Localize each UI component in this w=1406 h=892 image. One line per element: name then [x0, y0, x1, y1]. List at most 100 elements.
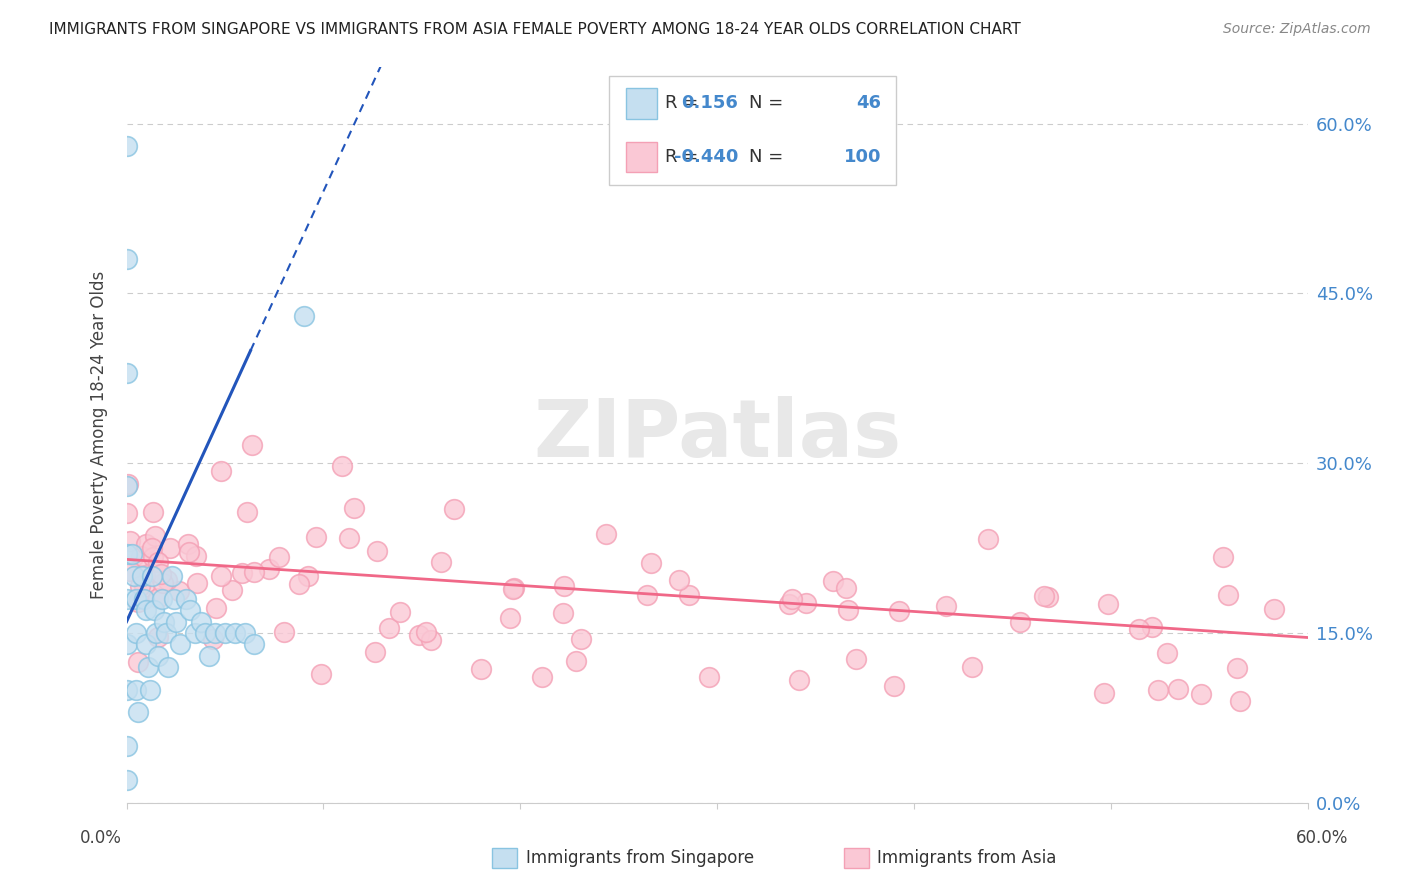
Point — [127, 705, 149, 719]
Point — [115, 682, 138, 697]
Point — [678, 588, 700, 602]
Point — [131, 569, 153, 583]
Point — [143, 529, 166, 543]
Point — [502, 582, 524, 597]
Point — [194, 626, 217, 640]
Point — [132, 580, 155, 594]
Point — [1212, 550, 1234, 565]
Point — [125, 592, 148, 607]
Point — [135, 537, 157, 551]
Point — [142, 549, 165, 564]
Point — [115, 547, 138, 561]
Point — [782, 592, 804, 607]
Point — [221, 582, 243, 597]
Point — [794, 596, 817, 610]
Text: N =: N = — [749, 95, 783, 112]
Point — [145, 626, 167, 640]
Point — [419, 632, 441, 647]
Point — [156, 573, 179, 587]
Text: 46: 46 — [856, 95, 882, 112]
Point — [169, 637, 191, 651]
Point — [163, 592, 186, 607]
Point — [124, 569, 146, 583]
Point — [136, 660, 159, 674]
Point — [377, 621, 399, 635]
Point — [143, 603, 166, 617]
Point — [257, 561, 280, 575]
Text: ZIPatlas: ZIPatlas — [533, 396, 901, 474]
Point — [697, 670, 720, 684]
Point — [1140, 620, 1163, 634]
Point — [1008, 615, 1031, 630]
Point — [778, 597, 800, 611]
Text: Source: ZipAtlas.com: Source: ZipAtlas.com — [1223, 22, 1371, 37]
Point — [165, 615, 187, 629]
Point — [117, 477, 139, 491]
Point — [845, 651, 868, 665]
Point — [363, 645, 385, 659]
Point — [153, 615, 176, 629]
Text: R =: R = — [665, 148, 699, 166]
Text: 100: 100 — [844, 148, 882, 166]
Point — [115, 366, 138, 380]
Point — [240, 438, 263, 452]
Point — [1226, 661, 1249, 675]
Point — [668, 574, 690, 588]
Point — [205, 601, 228, 615]
Point — [1229, 694, 1251, 708]
Point — [231, 566, 253, 580]
Point — [125, 682, 148, 697]
Point — [243, 565, 266, 579]
Point — [1263, 602, 1285, 616]
Point — [366, 544, 388, 558]
Point — [121, 547, 143, 561]
Point — [1156, 646, 1178, 660]
Point — [135, 637, 157, 651]
Point — [190, 615, 212, 629]
Point — [149, 567, 172, 582]
Point — [122, 549, 145, 563]
Point — [977, 532, 1000, 546]
Point — [935, 599, 957, 613]
Text: IMMIGRANTS FROM SINGAPORE VS IMMIGRANTS FROM ASIA FEMALE POVERTY AMONG 18-24 YEA: IMMIGRANTS FROM SINGAPORE VS IMMIGRANTS … — [49, 22, 1021, 37]
Point — [1033, 590, 1056, 604]
Point — [960, 660, 983, 674]
Point — [118, 534, 141, 549]
Text: -0.440: -0.440 — [673, 148, 738, 166]
Point — [211, 465, 233, 479]
Point — [835, 581, 858, 595]
Point — [388, 605, 411, 619]
Point — [209, 568, 232, 582]
Point — [430, 555, 453, 569]
Point — [1167, 681, 1189, 696]
Text: 0.156: 0.156 — [682, 95, 738, 112]
Point — [152, 575, 174, 590]
Point — [159, 541, 181, 555]
Point — [127, 655, 149, 669]
Point — [305, 531, 328, 545]
Point — [415, 625, 437, 640]
Point — [115, 479, 138, 493]
Point — [155, 626, 177, 640]
Point — [470, 662, 492, 676]
Point — [156, 660, 179, 674]
Point — [443, 501, 465, 516]
Point — [148, 591, 170, 605]
Point — [499, 611, 522, 625]
Point — [531, 670, 554, 684]
Point — [1097, 597, 1119, 611]
Point — [135, 603, 157, 617]
Point — [887, 604, 910, 618]
Point — [115, 252, 138, 267]
Point — [636, 588, 658, 602]
Point — [125, 626, 148, 640]
Point — [1128, 623, 1150, 637]
Point — [343, 500, 366, 515]
Y-axis label: Female Poverty Among 18-24 Year Olds: Female Poverty Among 18-24 Year Olds — [90, 271, 108, 599]
Point — [292, 309, 315, 323]
Text: Immigrants from Singapore: Immigrants from Singapore — [526, 849, 754, 867]
Point — [134, 592, 156, 607]
Text: Immigrants from Asia: Immigrants from Asia — [877, 849, 1057, 867]
Point — [236, 505, 259, 519]
Point — [160, 569, 183, 583]
